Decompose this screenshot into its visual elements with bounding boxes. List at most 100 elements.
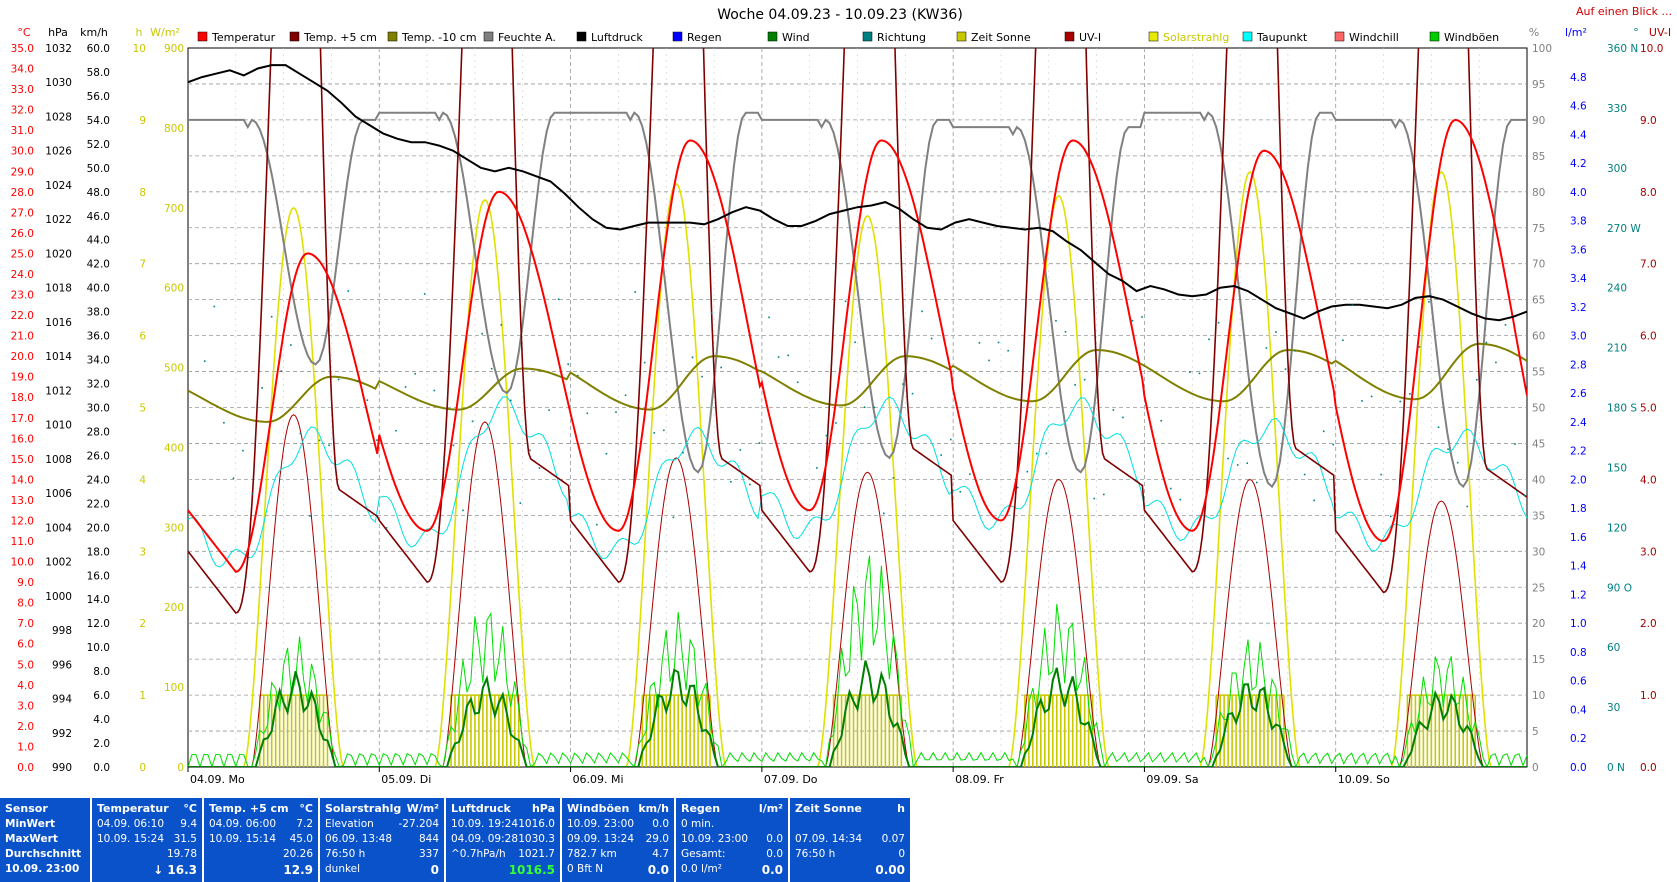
series-direction-dot	[739, 449, 742, 451]
tick-direction: 330	[1607, 103, 1627, 115]
tick-pressure: 1026	[45, 146, 72, 158]
tick-sun_hours: 8	[139, 187, 146, 199]
series-direction-dot	[1351, 304, 1354, 307]
chart-title: Woche 04.09.23 - 10.09.23 (KW36)	[717, 7, 963, 23]
tick-rain: 4.4	[1570, 129, 1587, 141]
legend-label: Temperatur	[211, 31, 276, 44]
summary-cell-value: 0.07	[881, 833, 905, 845]
legend-swatch	[1148, 31, 1159, 42]
summary-cell-value: 0.0	[761, 863, 783, 877]
series-direction-dot	[863, 406, 866, 409]
tick-temp: 4.0	[17, 680, 34, 692]
summary-cell-label: 10.09. 19:24	[451, 818, 518, 830]
series-direction-dot	[1122, 416, 1124, 419]
tick-wind: 18.0	[87, 546, 110, 558]
series-direction-dot	[729, 480, 732, 483]
tick-wind: 10.0	[87, 642, 110, 654]
tick-temp: 30.0	[11, 146, 34, 158]
series-temperature	[188, 118, 1527, 573]
summary-cell-value: 29.0	[645, 833, 669, 845]
series-direction-dot	[443, 457, 445, 459]
summary-cell-label: 0 min.	[681, 818, 715, 830]
series-direction-dot	[223, 421, 225, 424]
tick-pressure: 998	[52, 625, 72, 637]
tick-humidity: 75	[1532, 223, 1545, 235]
tick-temp: 23.0	[11, 290, 34, 302]
summary-cell-label: 09.09. 13:24	[567, 833, 634, 845]
series-direction-dot	[873, 406, 876, 409]
summary-row-label: 10.09. 23:00	[5, 863, 80, 875]
tick-temp: 2.0	[17, 721, 34, 733]
series-direction-dot	[423, 293, 426, 295]
series-direction-dot	[203, 360, 206, 362]
series-dewpoint	[188, 396, 1527, 568]
series-direction-dot	[691, 356, 694, 359]
tick-temp: 13.0	[11, 495, 34, 507]
series-direction-dot	[1284, 368, 1287, 370]
overview-link[interactable]: Auf einen Blick ...	[1576, 5, 1672, 18]
series-direction-dot	[1141, 316, 1143, 318]
summary-gust: Windböen km/h 10.09. 23:00 0.0 09.09. 13:24 2…	[562, 798, 674, 882]
tick-sun_hours: 10	[133, 43, 146, 55]
series-direction-dot	[902, 383, 904, 385]
tick-rain: 4.2	[1570, 158, 1587, 170]
summary-unit: h	[897, 802, 905, 815]
series-direction-dot	[356, 380, 359, 382]
summary-temp5: Temp. +5 cm °C 04.09. 06:00 7.2 10.09. 15:14…	[204, 798, 318, 882]
tick-rain: 3.4	[1570, 273, 1587, 285]
series-direction-dot	[787, 354, 789, 357]
tick-uv: 8.0	[1640, 187, 1657, 199]
tick-temp: 28.0	[11, 187, 34, 199]
series-direction-dot	[1055, 319, 1057, 322]
series-direction-dot	[988, 359, 990, 362]
series-direction-dot	[318, 439, 321, 442]
tick-pressure: 1014	[45, 351, 72, 363]
series-direction-dot	[959, 490, 962, 493]
series-direction-dot	[270, 315, 273, 318]
series-direction-dot	[490, 367, 493, 370]
tick-humidity: 60	[1532, 331, 1545, 343]
series-direction-dot	[1074, 384, 1076, 386]
tick-wind: 26.0	[87, 450, 110, 462]
summary-cell-value: -27.204	[398, 818, 439, 830]
series-direction-dot	[471, 420, 474, 423]
tick-temp: 15.0	[11, 454, 34, 466]
tick-direction: 210	[1607, 343, 1627, 355]
tick-pressure: 1008	[45, 454, 72, 466]
series-direction-dot	[1342, 339, 1344, 342]
summary-cell-value: 9.4	[180, 818, 197, 830]
tick-rain: 1.8	[1570, 503, 1587, 515]
summary-cell-value: 0.00	[875, 863, 905, 877]
series-direction-dot	[1466, 505, 1469, 508]
tick-wind: 50.0	[87, 163, 110, 175]
tick-pressure: 1032	[45, 43, 72, 55]
summary-row-label: Durchschnitt	[5, 848, 82, 860]
series-direction-dot	[1418, 346, 1421, 348]
series-direction-dot	[892, 477, 895, 479]
tick-temp: 24.0	[11, 269, 34, 281]
legend-swatch	[1429, 31, 1440, 42]
legend-swatch	[289, 31, 300, 42]
tick-sun_hours: 6	[139, 331, 146, 343]
legend-swatch	[576, 31, 587, 42]
tick-pressure: 1006	[45, 488, 72, 500]
summary-unit: W/m²	[406, 802, 439, 815]
tick-temp: 22.0	[11, 310, 34, 322]
tick-wind: 48.0	[87, 187, 110, 199]
tick-uv: 1.0	[1640, 690, 1657, 702]
tick-rain: 3.0	[1570, 331, 1587, 343]
tick-rain: 1.0	[1570, 618, 1587, 630]
tick-temp: 21.0	[11, 331, 34, 343]
tick-pressure: 994	[52, 694, 72, 706]
tick-rain: 4.8	[1570, 72, 1587, 84]
tick-direction: 150	[1607, 462, 1627, 474]
tick-humidity: 10	[1532, 690, 1545, 702]
legend-label: Taupunkt	[1256, 31, 1308, 44]
series-direction-dot	[1256, 481, 1258, 484]
legend-swatch	[1334, 31, 1345, 42]
series-direction-dot	[720, 366, 723, 369]
axis-unit-sun_hours: h	[136, 26, 143, 39]
tick-temp: 6.0	[17, 639, 34, 651]
series-direction-dot	[1007, 349, 1009, 352]
tick-rain: 2.2	[1570, 446, 1587, 458]
